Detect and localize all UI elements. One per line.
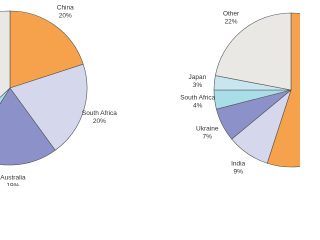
pie-slice	[0, 87, 11, 105]
slice-label: China	[57, 5, 74, 12]
pie-slice	[9, 10, 84, 89]
slice-value-label: 19%	[6, 183, 19, 186]
slice-value-label: 9%	[233, 168, 243, 175]
slice-label: Ukraine	[196, 125, 219, 132]
slice-label: India	[231, 160, 245, 167]
slice-value-label: 22%	[225, 18, 238, 25]
pie-slice	[0, 10, 11, 98]
slice-label: Other	[223, 10, 240, 17]
pie-slice	[215, 12, 292, 91]
slice-label: Australia	[0, 175, 26, 182]
slice-label: South Africa	[82, 110, 117, 117]
slice-value-label: 20%	[93, 118, 106, 125]
pie-slice	[266, 12, 300, 168]
slice-label: South Africa	[180, 95, 215, 102]
pie-slice	[0, 87, 56, 166]
slice-value-label: 4%	[193, 103, 203, 110]
slice-value-label: 3%	[193, 82, 203, 89]
slice-value-label: 7%	[203, 133, 213, 140]
slice-label: Japan	[189, 74, 207, 81]
pie-slice	[9, 63, 88, 151]
slice-value-label: 20%	[59, 13, 72, 20]
